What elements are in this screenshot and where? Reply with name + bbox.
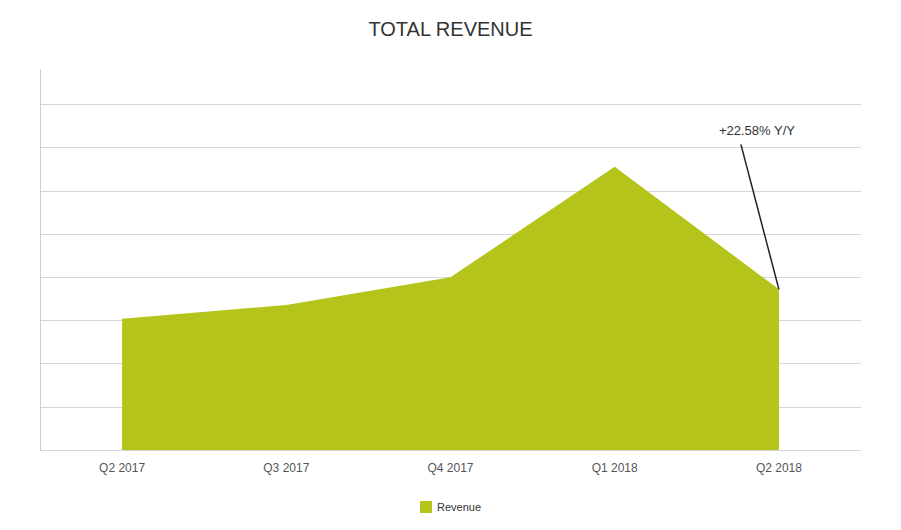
svg-text:Q2 2017: Q2 2017 <box>99 461 145 475</box>
svg-text:Revenue: Revenue <box>437 501 481 513</box>
svg-text:Q2 2018: Q2 2018 <box>756 461 802 475</box>
svg-text:Q1 2018: Q1 2018 <box>592 461 638 475</box>
svg-text:Q3 2017: Q3 2017 <box>263 461 309 475</box>
svg-text:Q4 2017: Q4 2017 <box>427 461 473 475</box>
svg-text:+22.58% Y/Y: +22.58% Y/Y <box>719 123 795 138</box>
svg-text:TOTAL REVENUE: TOTAL REVENUE <box>368 18 532 40</box>
